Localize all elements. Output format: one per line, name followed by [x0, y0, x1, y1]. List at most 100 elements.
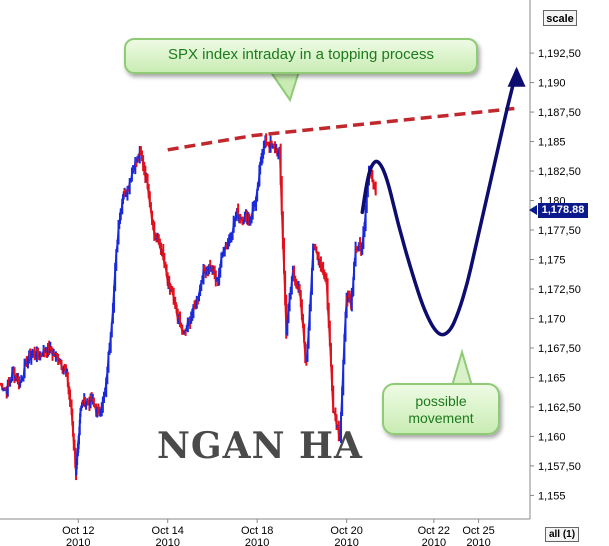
price-segment: [342, 337, 346, 364]
price-segment: [133, 160, 137, 171]
price-segment: [370, 174, 374, 180]
scale-button[interactable]: scale: [543, 10, 577, 26]
price-segment: [297, 286, 301, 293]
price-segment: [95, 407, 99, 414]
price-segment: [282, 243, 285, 271]
price-segment: [289, 280, 293, 291]
price-segment: [137, 150, 141, 160]
price-segment: [129, 180, 132, 183]
y-tick-label: 1,172,50: [538, 284, 581, 296]
price-segment: [283, 270, 286, 301]
price-segment: [93, 403, 96, 408]
price-segment: [266, 143, 269, 146]
price-segment: [36, 348, 39, 355]
price-segment: [161, 249, 164, 258]
price-segment: [105, 372, 109, 379]
price-segment: [311, 249, 314, 269]
price-segment: [99, 407, 103, 413]
price-segment: [301, 318, 304, 327]
price-segment: [227, 237, 230, 242]
price-segment: [294, 283, 298, 288]
price-segment: [140, 150, 143, 157]
price-segment: [26, 359, 29, 364]
price-segment: [178, 315, 181, 324]
price-segment: [147, 196, 151, 204]
price-segment: [201, 266, 205, 282]
price-segment: [175, 306, 178, 314]
price-segment: [167, 279, 170, 284]
y-tick-label: 1,192,50: [538, 48, 581, 60]
price-segment: [276, 149, 280, 156]
x-tick-label: Oct 12: [62, 525, 94, 537]
price-segment: [152, 225, 156, 237]
price-segment: [180, 326, 183, 334]
y-tick-label: 1,167,50: [538, 343, 581, 355]
price-segment: [131, 169, 134, 174]
price-segment: [371, 179, 375, 185]
x-tick-year: 2010: [334, 537, 358, 546]
price-segment: [354, 246, 358, 250]
price-segment: [220, 252, 224, 256]
price-segment: [243, 215, 246, 223]
price-segment: [21, 376, 25, 380]
price-segment: [59, 360, 63, 368]
price-segment: [197, 293, 200, 300]
price-segment: [279, 181, 283, 215]
price-segment: [162, 257, 166, 266]
price-segment: [231, 221, 235, 233]
price-segment: [233, 220, 236, 223]
price-segment: [234, 215, 237, 221]
price-segment: [305, 347, 309, 362]
price-segment: [310, 268, 313, 292]
y-tick-label: 1,157,50: [538, 461, 581, 473]
price-segment: [20, 378, 23, 381]
price-segment: [278, 148, 282, 182]
y-tick-label: 1,160: [538, 431, 566, 443]
price-segment: [163, 264, 167, 268]
x-tick-year: 2010: [245, 537, 269, 546]
price-segment: [108, 336, 112, 348]
price-segment: [252, 206, 255, 209]
price-segment: [339, 414, 342, 441]
price-segment: [236, 207, 239, 218]
movement-callout: possible movement: [382, 383, 500, 435]
resistance-trend-line: [167, 106, 515, 152]
price-segment: [194, 298, 198, 308]
price-segment: [158, 243, 161, 247]
price-segment: [56, 355, 59, 362]
price-segment: [254, 197, 257, 206]
y-tick-label: 1,190: [538, 78, 566, 90]
price-segment: [222, 249, 226, 253]
price-segment: [153, 236, 157, 240]
price-segment: [250, 207, 254, 218]
price-segment: [184, 327, 188, 331]
price-segment: [306, 328, 310, 348]
y-tick-label: 1,162,50: [538, 402, 581, 414]
price-segment: [340, 389, 343, 415]
price-segment: [107, 347, 111, 354]
price-segment: [8, 380, 11, 383]
price-bars: [0, 133, 377, 481]
price-segment: [324, 278, 328, 283]
price-segment: [18, 382, 21, 386]
price-segment: [218, 266, 222, 274]
price-segment: [323, 277, 326, 280]
price-segment: [329, 343, 332, 366]
price-segment: [321, 267, 324, 274]
price-segment: [249, 216, 253, 221]
price-segment: [229, 236, 232, 239]
title-callout: SPX index intraday in a topping process: [124, 38, 478, 74]
price-segment: [96, 407, 99, 410]
price-segment: [179, 323, 182, 327]
x-tick-year: 2010: [155, 537, 179, 546]
y-axis-ticks: 1,155 1,157,50 1,160 1,162,50 1,165 1,167,50 1…: [530, 48, 581, 502]
all-range-button[interactable]: all (1): [545, 527, 579, 542]
current-price-badge: 1,178.88: [538, 203, 588, 218]
price-segment: [319, 259, 322, 268]
price-segment: [315, 252, 319, 256]
price-segment: [185, 320, 189, 329]
price-segment: [113, 267, 116, 287]
price-segment: [287, 298, 291, 308]
price-segment: [226, 240, 229, 245]
